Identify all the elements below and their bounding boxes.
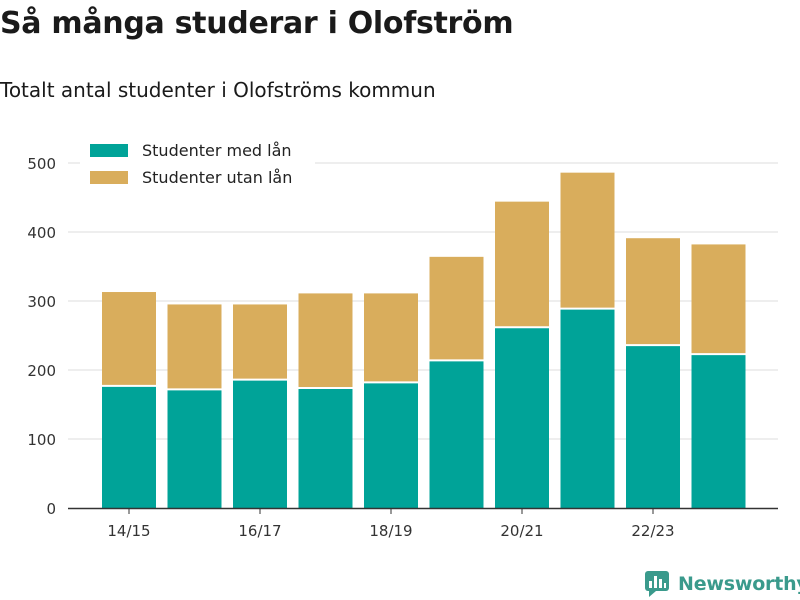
x-tick-label: 22/23	[631, 522, 674, 540]
legend-label: Studenter med lån	[142, 141, 292, 160]
bar-with-loan	[560, 308, 615, 508]
chart-subtitle: Totalt antal studenter i Olofströms komm…	[0, 78, 436, 102]
y-tick-label: 200	[27, 362, 56, 380]
x-tick-label: 16/17	[238, 522, 281, 540]
y-tick-label: 0	[46, 500, 56, 518]
x-tick-label: 18/19	[369, 522, 412, 540]
newsworthy-icon	[645, 571, 669, 597]
bar-with-loan	[233, 379, 287, 508]
y-tick-label: 100	[27, 431, 56, 449]
bar-with-loan	[691, 354, 746, 508]
bar-with-loan	[167, 389, 222, 508]
bar-with-loan	[429, 360, 484, 508]
axes: 0 100 200 300 400 500 14/15 16/17 18/19 20/21 22/2…	[27, 155, 778, 540]
bar-without-loan	[691, 244, 746, 355]
stacked-bar-chart: 0 100 200 300 400 500 14/15 16/17 18/19 20/21 22/2…	[27, 138, 778, 540]
newsworthy-logo: Newsworthy	[644, 570, 800, 598]
bar-without-loan	[102, 292, 156, 386]
bar-without-loan	[298, 293, 353, 388]
bar-without-loan	[167, 304, 222, 390]
bars	[102, 172, 746, 508]
x-tick-label: 14/15	[107, 522, 150, 540]
x-tick-label: 20/21	[500, 522, 543, 540]
bar-with-loan	[495, 327, 549, 508]
y-tick-label: 500	[27, 155, 56, 173]
legend: Studenter med lån Studenter utan lån	[80, 138, 315, 194]
bar-without-loan	[626, 238, 680, 346]
y-tick-label: 300	[27, 293, 56, 311]
y-tick-label: 400	[27, 224, 56, 242]
legend-swatch	[90, 171, 128, 184]
bar-without-loan	[495, 201, 549, 328]
bar-with-loan	[102, 385, 156, 508]
legend-swatch	[90, 144, 128, 157]
bar-without-loan	[364, 293, 418, 383]
bar-with-loan	[298, 387, 353, 508]
bar-without-loan	[560, 172, 615, 309]
bar-with-loan	[364, 382, 418, 508]
chart-title: Så många studerar i Olofström	[0, 6, 514, 41]
legend-label: Studenter utan lån	[142, 168, 292, 187]
bar-without-loan	[233, 304, 287, 380]
bar-without-loan	[429, 256, 484, 361]
brand-name: Newsworthy	[678, 573, 800, 595]
bar-with-loan	[626, 345, 680, 508]
